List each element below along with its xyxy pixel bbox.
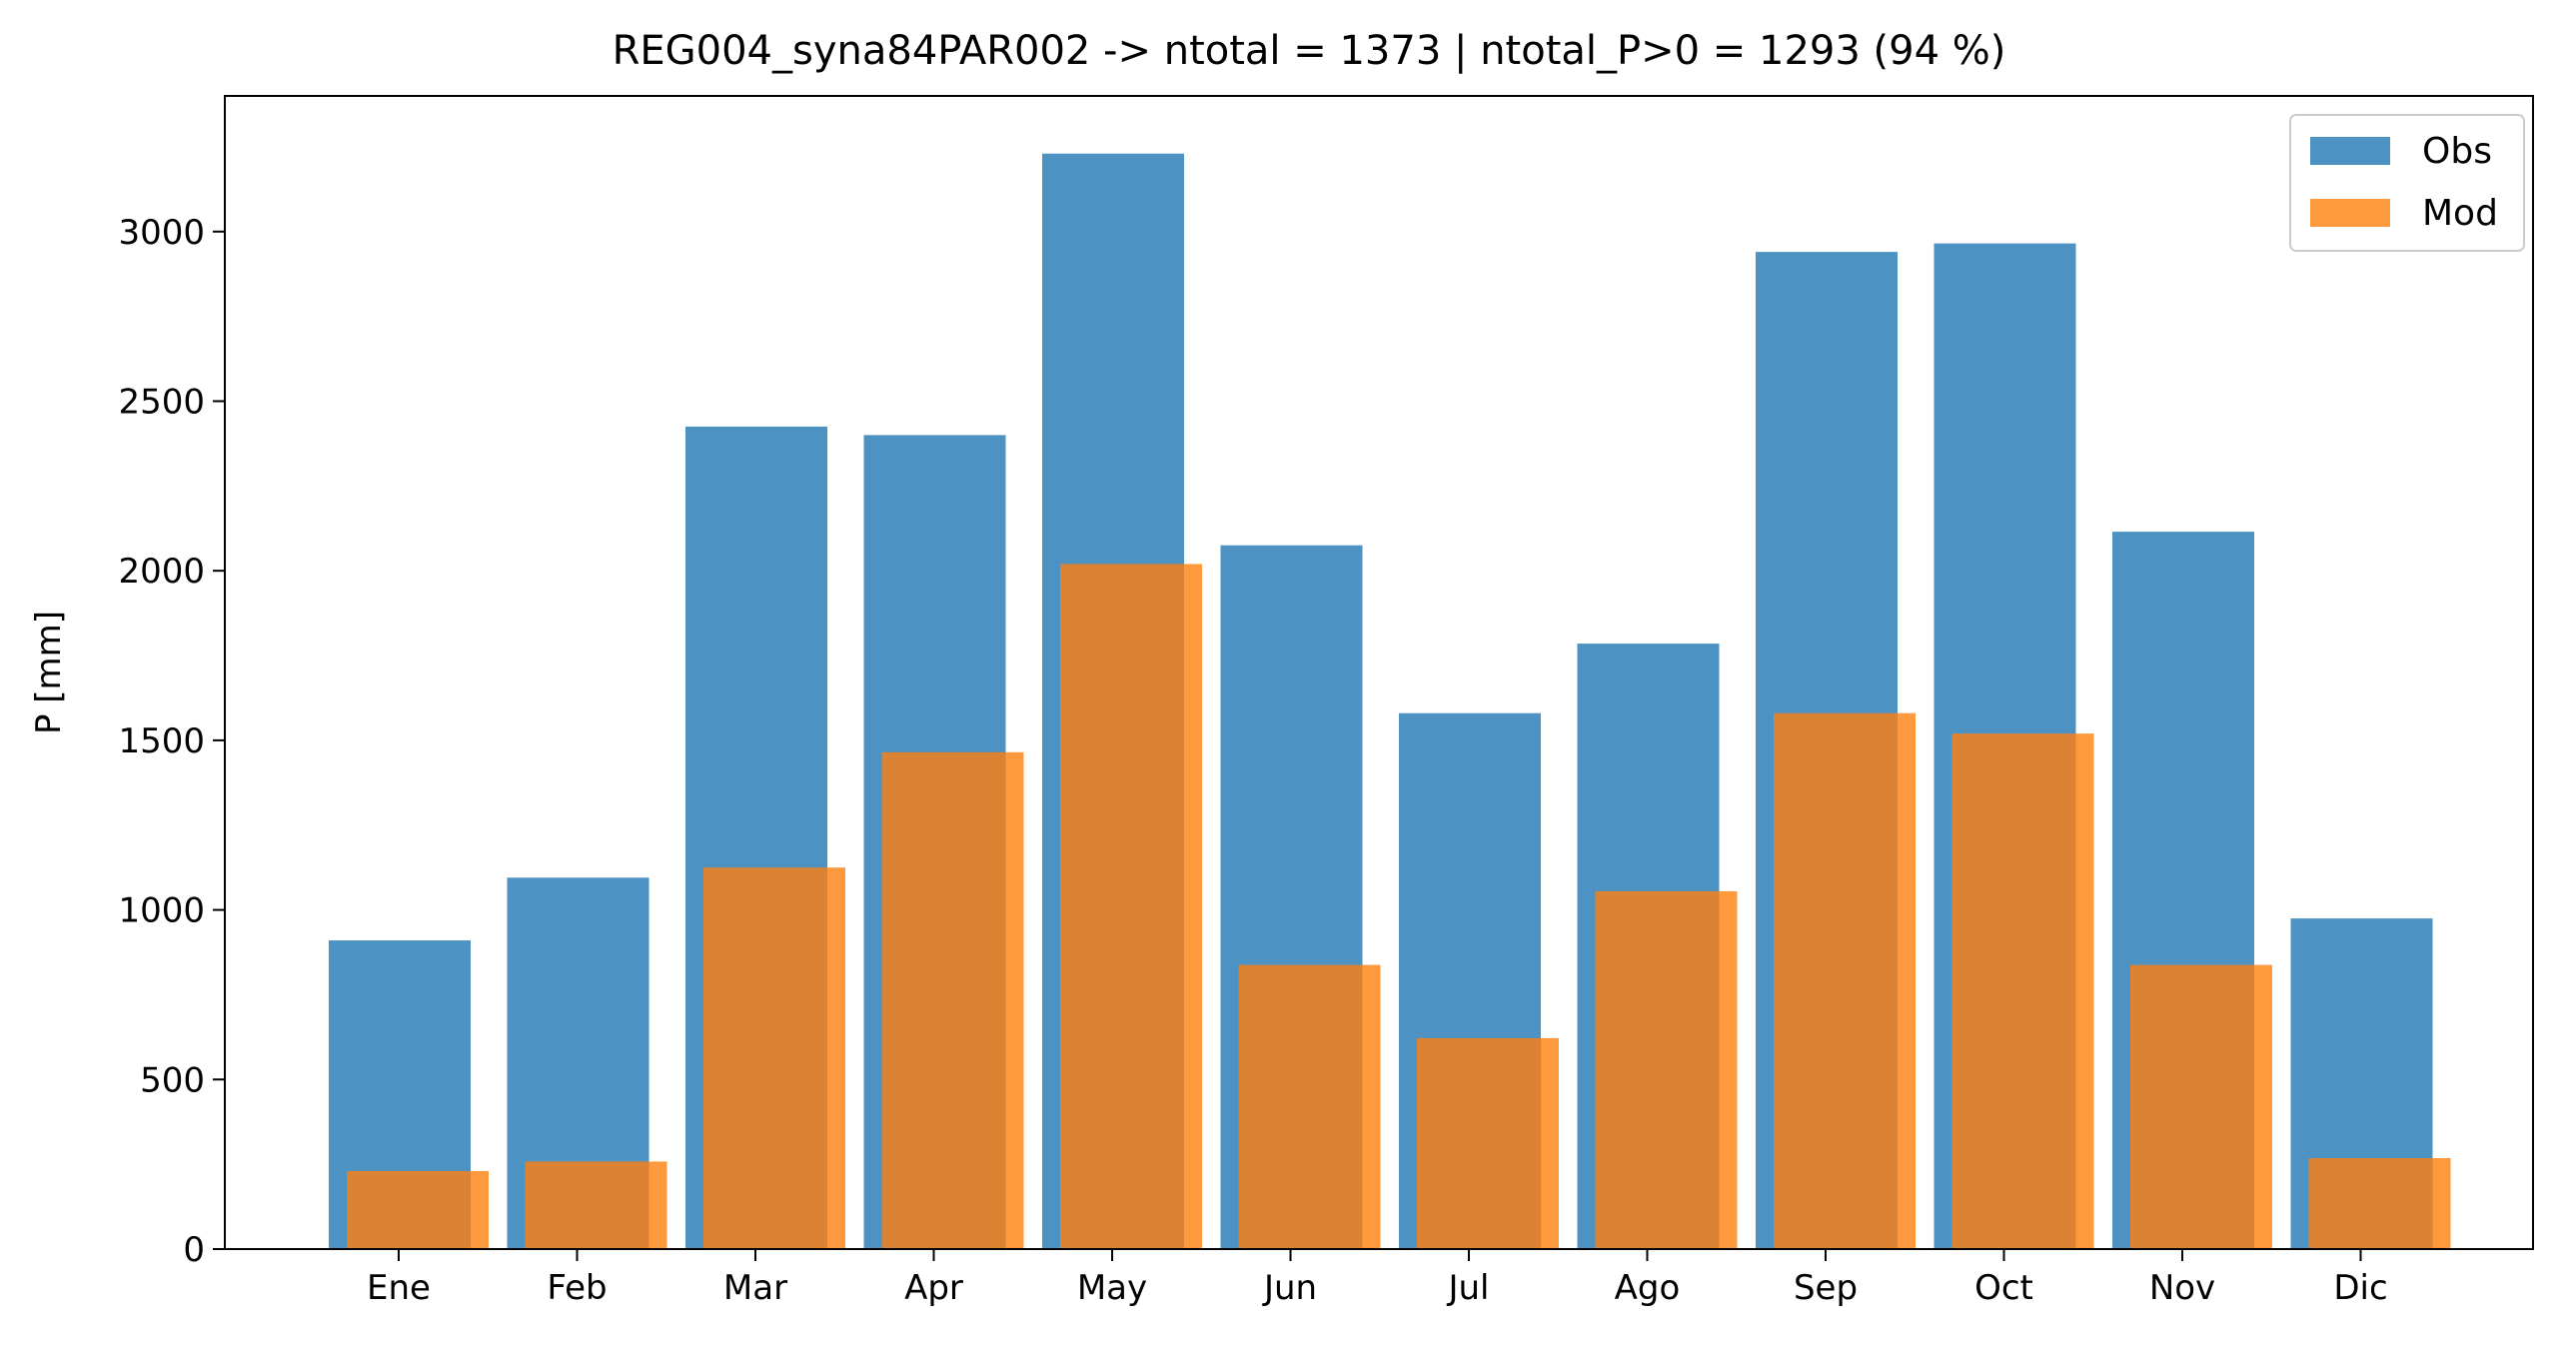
x-tick-label: Jul xyxy=(1446,1268,1489,1308)
y-tick-label: 1000 xyxy=(118,891,205,931)
bar-mod-apr xyxy=(881,751,1024,1249)
y-tick-label: 2500 xyxy=(118,382,205,422)
legend-label-mod: Mod xyxy=(2422,193,2498,234)
x-tick-label: May xyxy=(1077,1268,1147,1308)
y-tick-label: 0 xyxy=(183,1230,205,1270)
x-tick-label: Oct xyxy=(1974,1268,2033,1308)
x-tick-label: Apr xyxy=(904,1268,963,1308)
chart-title: REG004_syna84PAR002 -> ntotal = 1373 | n… xyxy=(613,28,2006,74)
y-tick-label: 2000 xyxy=(118,552,205,592)
bar-mod-dic xyxy=(2308,1158,2451,1249)
y-tick-label: 500 xyxy=(140,1060,205,1100)
bar-mod-jul xyxy=(1417,1037,1559,1249)
bar-mod-oct xyxy=(1951,733,2094,1249)
y-axis-label: P [mm] xyxy=(29,611,69,734)
x-tick-label: Sep xyxy=(1794,1268,1858,1308)
x-tick-label: Feb xyxy=(547,1268,607,1308)
bar-mod-ene xyxy=(347,1170,489,1249)
y-axis-ticks: 0 500 1000 1500 2000 2500 3000 xyxy=(118,213,225,1270)
bar-mod-feb xyxy=(525,1161,667,1249)
bar-mod-sep xyxy=(1774,712,1916,1249)
x-tick-label: Mar xyxy=(723,1268,787,1308)
bar-mod-jun xyxy=(1238,964,1381,1249)
x-tick-label: Ago xyxy=(1615,1268,1681,1308)
y-tick-label: 1500 xyxy=(118,721,205,761)
bar-mod-may xyxy=(1060,564,1202,1249)
legend: Obs Mod xyxy=(2289,114,2525,252)
legend-swatch-mod xyxy=(2310,199,2390,227)
x-tick-label: Nov xyxy=(2149,1268,2215,1308)
bar-mod-nov xyxy=(2130,964,2272,1249)
x-tick-label: Dic xyxy=(2333,1268,2387,1308)
bar-mod-ago xyxy=(1595,890,1738,1249)
legend-label-obs: Obs xyxy=(2422,131,2492,172)
y-tick-label: 3000 xyxy=(118,213,205,253)
mod-series xyxy=(347,564,2451,1249)
legend-swatch-obs xyxy=(2310,137,2390,165)
bar-mod-mar xyxy=(703,867,845,1249)
x-axis-ticks: Ene Feb Mar Apr May Jun Jul Ago Sep Oct Nov Dic xyxy=(367,1249,2388,1308)
plot-frame xyxy=(224,95,2534,1250)
x-tick-label: Jun xyxy=(1262,1268,1317,1308)
x-tick-label: Ene xyxy=(367,1268,431,1308)
